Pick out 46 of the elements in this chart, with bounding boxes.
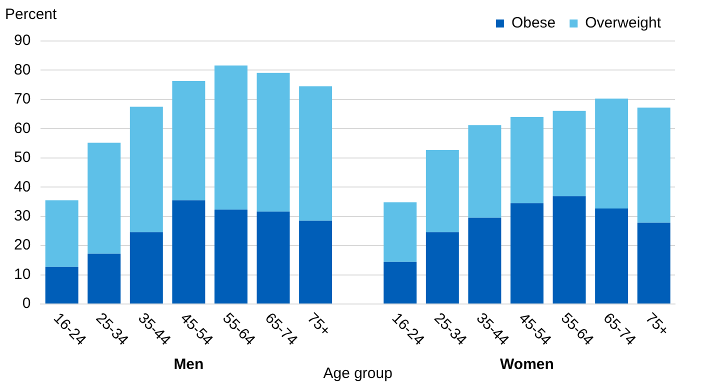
y-tick-label: 70 [14, 90, 31, 108]
y-tick-label: 60 [14, 120, 31, 137]
text: Men [174, 356, 204, 374]
bar [299, 220, 332, 304]
bar [45, 200, 78, 267]
bar [510, 203, 544, 304]
bar [637, 222, 670, 304]
bar [595, 208, 628, 304]
x-axis-title: Age group [323, 365, 392, 382]
bar [552, 196, 586, 304]
bar [552, 110, 586, 196]
bar [384, 262, 417, 304]
bar [130, 106, 163, 232]
bar [214, 210, 248, 304]
bar [45, 266, 78, 304]
bar [510, 116, 544, 204]
bar [172, 200, 206, 304]
bar [595, 98, 628, 208]
y-tick-label: 30 [14, 207, 31, 224]
y-tick-label: 50 [14, 149, 31, 166]
bar [88, 142, 121, 254]
text: Women [500, 356, 554, 374]
y-tick-label: 10 [14, 266, 31, 283]
y-tick-label: 90 [14, 32, 31, 50]
bar [88, 254, 121, 304]
x-tick-label: 75+ [642, 310, 672, 340]
bar [384, 202, 417, 262]
bar [426, 232, 459, 304]
bar [256, 72, 290, 212]
y-tick-label: 20 [14, 236, 31, 254]
bar [172, 81, 206, 200]
legend-label: Obese [511, 14, 556, 32]
bar [256, 212, 290, 304]
y-tick-label: 40 [14, 178, 31, 196]
bar [468, 218, 502, 304]
x-tick-label: 75+ [304, 310, 334, 340]
bar [299, 86, 332, 221]
bar [214, 66, 248, 210]
y-tick-label: 0 [22, 295, 31, 312]
bar [468, 125, 502, 218]
bar [426, 150, 459, 232]
bar [637, 108, 670, 223]
y-axis-title: Percent [5, 6, 58, 24]
y-tick-label: 80 [14, 61, 31, 78]
bar [130, 232, 163, 304]
legend-label: Overweight [585, 14, 662, 32]
